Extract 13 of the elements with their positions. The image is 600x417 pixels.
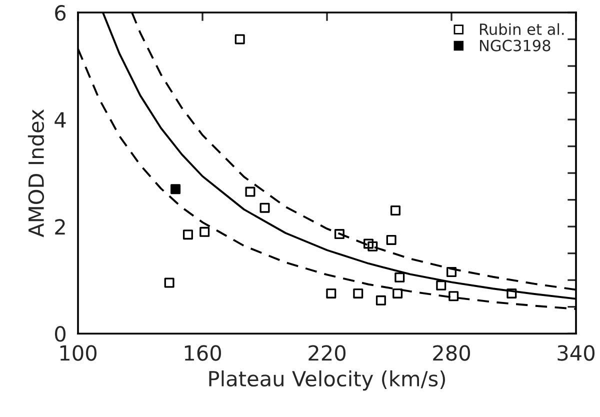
x-tick-label: 100 xyxy=(60,345,96,361)
y-tick-label: 4 xyxy=(54,112,66,128)
y-tick-label: 6 xyxy=(55,4,66,21)
y-tick-label: 0 xyxy=(55,326,66,342)
legend-label: Rubin et al. xyxy=(480,23,564,36)
x-tick-label: 340 xyxy=(558,345,594,361)
x-axis-title: Plateau Velocity (km/s) xyxy=(209,370,445,391)
legend-label: NGC3198 xyxy=(480,40,550,52)
x-tick-label: 220 xyxy=(308,345,346,361)
x-tick-label: 280 xyxy=(433,345,470,361)
y-tick-label: 2 xyxy=(55,219,65,234)
x-tick-label: 160 xyxy=(184,345,221,361)
y-axis-title: AMOD Index xyxy=(28,109,44,238)
